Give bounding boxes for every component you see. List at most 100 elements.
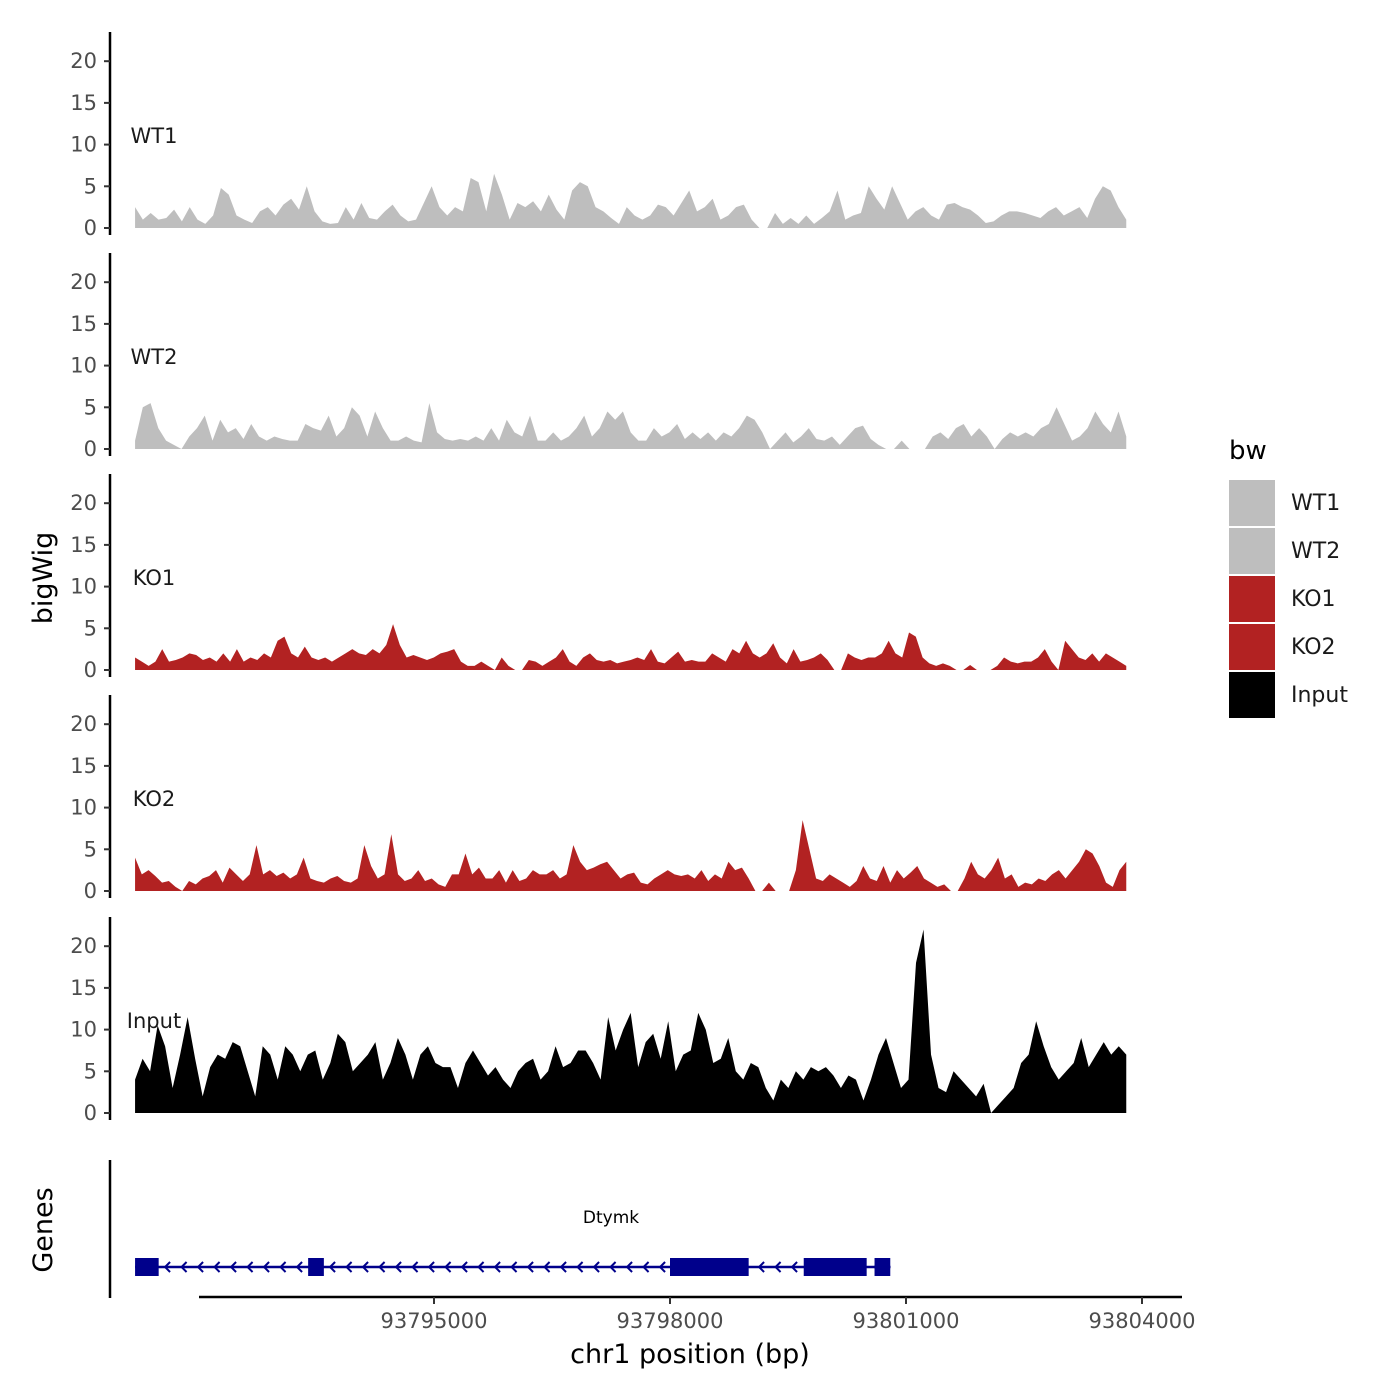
x-tick-label: 93804000 — [1089, 1309, 1196, 1333]
strand-arrow-icon — [658, 1261, 666, 1273]
legend-label-WT1: WT1 — [1291, 491, 1340, 516]
x-tick-label: 93795000 — [381, 1309, 488, 1333]
y-tick-label: 0 — [84, 658, 97, 682]
track-WT1: 0 5 10 15 20 WT1 — [70, 32, 1127, 240]
strand-arrow-icon — [576, 1261, 584, 1273]
signal-area-Input — [135, 929, 1127, 1113]
track-WT2: 0 5 10 15 20 WT2 — [70, 253, 1127, 461]
y-tick-label: 0 — [84, 879, 97, 903]
track-label-WT1: WT1 — [131, 124, 178, 148]
y-tick-label: 10 — [70, 796, 97, 820]
y-tick-label: 0 — [84, 216, 97, 240]
gene-exon — [135, 1258, 159, 1276]
gene-exon — [308, 1258, 324, 1276]
legend-key-KO2 — [1229, 624, 1275, 670]
gene-exon — [874, 1258, 891, 1276]
track-label-WT2: WT2 — [131, 345, 178, 369]
y-tick-label: 20 — [70, 49, 97, 73]
y-tick-label: 0 — [84, 437, 97, 461]
y-tick-label: 15 — [70, 533, 97, 557]
y-tick-label: 10 — [70, 1018, 97, 1042]
strand-arrow-icon — [477, 1261, 485, 1273]
legend: bw WT1 WT2 KO1 KO2 Input — [1229, 436, 1348, 718]
strand-arrow-icon — [295, 1261, 303, 1273]
track-KO1: 0 5 10 15 20 KO1 — [70, 474, 1127, 682]
track-Input: 0 5 10 15 20 Input — [70, 917, 1127, 1125]
strand-arrow-icon — [163, 1261, 171, 1273]
legend-key-KO1 — [1229, 576, 1275, 622]
strand-arrow-icon — [460, 1261, 468, 1273]
signal-area-KO1 — [135, 624, 1127, 670]
strand-arrow-icon — [180, 1261, 188, 1273]
y-tick-label: 15 — [70, 754, 97, 778]
signal-tracks: 0 5 10 15 20 WT1 0 5 10 15 20 WT2 0 5 10 15 20 KO1 0 5 10 15 2… — [70, 32, 1127, 1125]
y-tick-label: 5 — [84, 174, 97, 198]
strand-arrow-icon — [609, 1261, 617, 1273]
strand-arrow-icon — [361, 1261, 369, 1273]
legend-title: bw — [1229, 436, 1267, 466]
legend-label-WT2: WT2 — [1291, 539, 1340, 564]
strand-arrow-icon — [493, 1261, 501, 1273]
x-tick-label: 93798000 — [617, 1309, 724, 1333]
legend-key-WT2 — [1229, 528, 1275, 574]
gene-exon — [670, 1258, 749, 1276]
legend-key-Input — [1229, 672, 1275, 718]
y-tick-label: 20 — [70, 712, 97, 736]
strand-arrow-icon — [592, 1261, 600, 1273]
strand-arrow-icon — [196, 1261, 204, 1273]
strand-arrow-icon — [279, 1261, 287, 1273]
gene-label: Dtymk — [583, 1208, 639, 1228]
y-tick-label: 5 — [84, 395, 97, 419]
strand-arrow-icon — [642, 1261, 650, 1273]
y-tick-label: 15 — [70, 312, 97, 336]
strand-arrow-icon — [411, 1261, 419, 1273]
strand-arrow-icon — [427, 1261, 435, 1273]
strand-arrow-icon — [328, 1261, 336, 1273]
x-axis: 93795000 93798000 93801000 93804000 — [199, 1295, 1196, 1333]
signal-area-KO2 — [135, 820, 1127, 891]
legend-label-KO2: KO2 — [1291, 635, 1336, 660]
strand-arrow-icon — [510, 1261, 518, 1273]
y-tick-label: 15 — [70, 91, 97, 115]
strand-arrow-icon — [213, 1261, 221, 1273]
y-tick-label: 10 — [70, 354, 97, 378]
y-tick-label: 5 — [84, 1059, 97, 1083]
y-tick-label: 15 — [70, 976, 97, 1000]
track-label-Input: Input — [127, 1009, 181, 1033]
x-axis-title: chr1 position (bp) — [570, 1339, 810, 1370]
track-KO2: 0 5 10 15 20 KO2 — [70, 695, 1127, 903]
strand-arrow-icon — [790, 1261, 798, 1273]
y-tick-label: 20 — [70, 934, 97, 958]
y-tick-label: 20 — [70, 491, 97, 515]
y-tick-label: 0 — [84, 1101, 97, 1125]
y-tick-label: 5 — [84, 837, 97, 861]
strand-arrow-icon — [229, 1261, 237, 1273]
y-tick-label: 10 — [70, 133, 97, 157]
strand-arrow-icon — [774, 1261, 782, 1273]
strand-arrow-icon — [543, 1261, 551, 1273]
strand-arrow-icon — [526, 1261, 534, 1273]
strand-arrow-icon — [378, 1261, 386, 1273]
y-tick-label: 20 — [70, 270, 97, 294]
legend-label-Input: Input — [1291, 683, 1348, 708]
y-tick-label: 10 — [70, 575, 97, 599]
track-label-KO2: KO2 — [133, 787, 176, 811]
track-label-KO1: KO1 — [133, 566, 176, 590]
strand-arrow-icon — [262, 1261, 270, 1273]
strand-arrow-icon — [394, 1261, 402, 1273]
gene-exon — [803, 1258, 867, 1276]
strand-arrow-icon — [559, 1261, 567, 1273]
gene-track: Dtymk — [108, 1160, 891, 1298]
y-axis-title: bigWig — [28, 532, 59, 625]
strand-arrow-icon — [625, 1261, 633, 1273]
signal-area-WT1 — [135, 173, 1127, 228]
genes-axis-title: Genes — [28, 1187, 59, 1272]
strand-arrow-icon — [757, 1261, 765, 1273]
x-tick-label: 93801000 — [853, 1309, 960, 1333]
strand-arrow-icon — [444, 1261, 452, 1273]
strand-arrow-icon — [246, 1261, 254, 1273]
strand-arrow-icon — [345, 1261, 353, 1273]
y-tick-label: 5 — [84, 616, 97, 640]
legend-label-KO1: KO1 — [1291, 587, 1336, 612]
